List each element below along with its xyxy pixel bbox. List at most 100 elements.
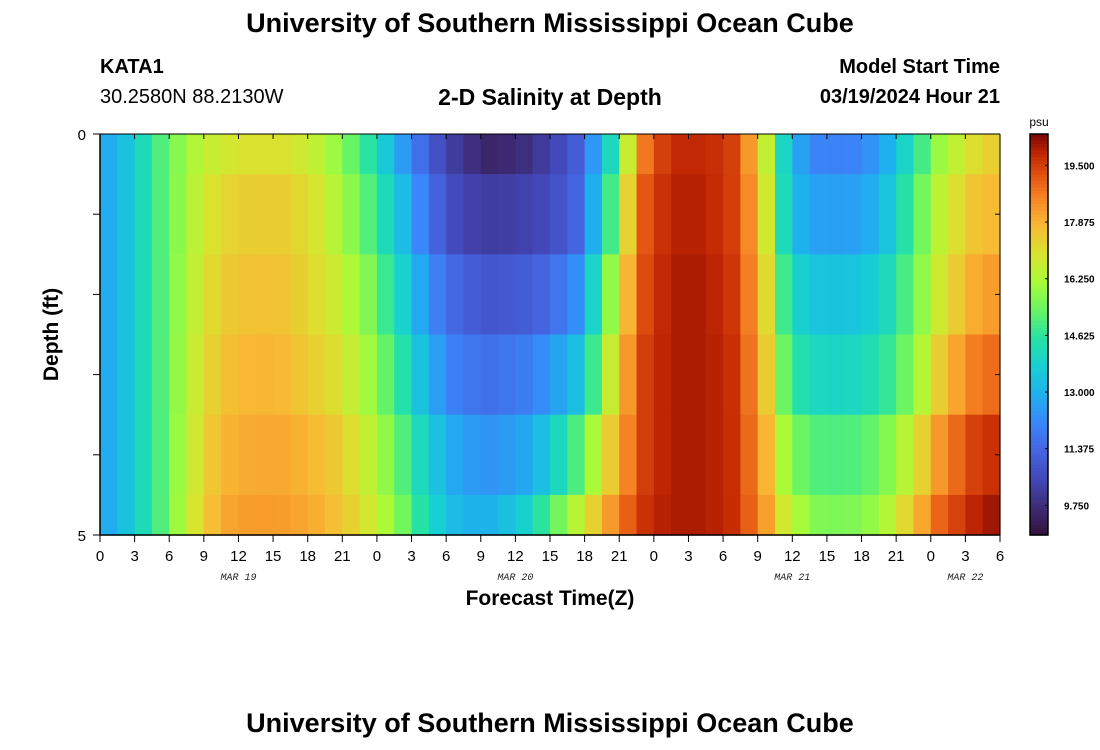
heatmap-cell: [203, 414, 222, 496]
colorbar-cell: [1030, 481, 1048, 486]
colorbar-cell: [1030, 291, 1048, 295]
heatmap-cell: [169, 134, 188, 175]
heatmap-cell: [169, 334, 188, 416]
colorbar-cell: [1030, 294, 1048, 299]
heatmap-cell: [532, 254, 551, 336]
x-tick-label: 15: [265, 548, 282, 565]
heatmap-cell: [567, 174, 586, 255]
chart-axes: [93, 133, 1049, 542]
colorbar-cell: [1030, 177, 1048, 182]
heatmap-cell: [394, 174, 413, 255]
heatmap-cell: [221, 174, 240, 255]
heatmap-cell: [134, 494, 153, 536]
heatmap-cell: [290, 334, 309, 416]
x-tick-label: 15: [542, 548, 559, 565]
heatmap-cell: [446, 414, 465, 496]
heatmap-cell: [636, 414, 655, 496]
heatmap-cell: [775, 494, 793, 536]
heatmap-cell: [965, 334, 984, 416]
colorbar-cell: [1030, 377, 1048, 382]
heatmap-cell: [100, 334, 118, 416]
heatmap-cell: [463, 254, 482, 336]
heatmap-cell: [723, 254, 741, 336]
heatmap-cell: [671, 134, 690, 175]
colorbar-cell: [1030, 384, 1048, 389]
y-tick-label: 0: [78, 127, 86, 144]
heatmap-cell: [965, 134, 984, 175]
heatmap-cell: [567, 414, 586, 496]
colorbar-cell: [1030, 260, 1048, 265]
colorbar-cell: [1030, 154, 1048, 158]
colorbar-cell: [1030, 281, 1048, 285]
colorbar-cell: [1030, 524, 1048, 529]
colorbar-cell: [1030, 140, 1048, 145]
heatmap-cell: [948, 174, 966, 255]
heatmap-cell: [498, 414, 516, 496]
heatmap-cell: [930, 494, 949, 536]
heatmap-cell: [740, 334, 759, 416]
heatmap-cell: [705, 494, 724, 536]
colorbar-cell: [1030, 411, 1048, 416]
colorbar-cell: [1030, 187, 1048, 192]
heatmap-cell: [273, 334, 291, 416]
heatmap-cell: [100, 494, 118, 536]
colorbar-cell: [1030, 371, 1048, 376]
heatmap-cell: [221, 134, 240, 175]
heatmap-cell: [515, 174, 534, 255]
heatmap-cell: [117, 134, 136, 175]
x-tick-label: 6: [442, 548, 450, 565]
heatmap-cell: [775, 174, 793, 255]
heatmap-cell: [100, 134, 118, 175]
colorbar-cell: [1030, 250, 1048, 255]
colorbar-cell: [1030, 404, 1048, 409]
heatmap-cell: [151, 414, 170, 496]
heatmap-cell: [757, 174, 776, 255]
colorbar-cell: [1030, 414, 1048, 419]
heatmap-cell: [930, 334, 949, 416]
heatmap-cell: [653, 174, 672, 255]
colorbar-cell: [1030, 434, 1048, 439]
heatmap-cell: [550, 414, 568, 496]
heatmap-cell: [428, 494, 447, 536]
heatmap-cell: [394, 414, 413, 496]
colorbar-cell: [1030, 240, 1048, 245]
colorbar-cell: [1030, 431, 1048, 436]
heatmap-cell: [273, 254, 291, 336]
x-axis-label: Forecast Time(Z): [466, 587, 635, 610]
heatmap-cell: [619, 134, 638, 175]
heatmap-cell: [896, 174, 915, 255]
heatmap-cell: [463, 414, 482, 496]
heatmap-cell: [636, 254, 655, 336]
heatmap-cell: [878, 414, 897, 496]
heatmap-cell: [498, 254, 516, 336]
colorbar-cell: [1030, 137, 1048, 142]
heatmap-cell: [653, 414, 672, 496]
x-tick-label: 3: [684, 548, 692, 565]
colorbar-tick-label: 9.750: [1064, 501, 1089, 512]
colorbar-cell: [1030, 401, 1048, 406]
heatmap-cell: [273, 414, 291, 496]
heatmap-cell: [567, 254, 586, 336]
heatmap-cell: [723, 134, 741, 175]
heatmap-cell: [826, 334, 845, 416]
x-tick-label: 12: [230, 548, 247, 565]
heatmap-cell: [792, 414, 811, 496]
heatmap-cell: [463, 334, 482, 416]
colorbar-cell: [1030, 514, 1048, 519]
colorbar-cell: [1030, 164, 1048, 169]
heatmap-cell: [688, 414, 707, 496]
heatmap-cell: [376, 334, 395, 416]
heatmap-cell: [532, 174, 551, 255]
heatmap-cell: [359, 414, 378, 496]
heatmap-cell: [913, 174, 932, 255]
heatmap-cell: [653, 494, 672, 536]
heatmap-cell: [238, 134, 257, 175]
heatmap-cell: [809, 254, 828, 336]
heatmap-cell: [255, 174, 274, 255]
colorbar-cell: [1030, 367, 1048, 372]
x-tick-label: 9: [754, 548, 762, 565]
heatmap-cell: [671, 254, 690, 336]
heatmap-cell: [809, 334, 828, 416]
colorbar-cell: [1030, 408, 1048, 412]
heatmap-cell: [134, 134, 153, 175]
